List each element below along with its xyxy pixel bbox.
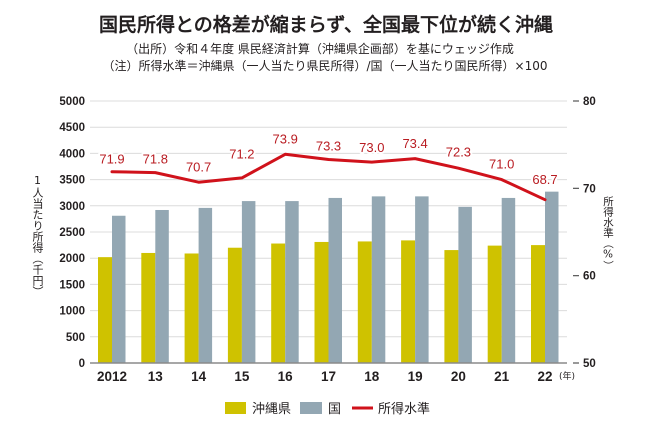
data-label-income-level: 71.8 xyxy=(143,152,168,167)
y-left-tick-label: 3000 xyxy=(59,201,85,213)
x-tick-label: 21 xyxy=(494,369,510,384)
data-label-income-level: 73.9 xyxy=(273,131,298,146)
chart-title: 国民所得との格差が縮まらず、全国最下位が続く沖縄 xyxy=(99,13,553,36)
data-label-income-level: 73.4 xyxy=(402,136,427,151)
y-right-tick-label: 70 xyxy=(583,183,596,195)
y-left-tick-label: 2000 xyxy=(59,253,85,265)
x-tick-label: 17 xyxy=(321,369,336,384)
legend-label-income-level: 所得水準 xyxy=(378,401,430,417)
source-note: （出所）令和４年度 県民経済計算（沖縄県企画部）を基にウェッジ作成 xyxy=(126,41,514,56)
x-tick-label: 14 xyxy=(191,369,207,384)
x-tick-label: 20 xyxy=(451,369,466,384)
bar-national xyxy=(198,207,213,363)
y-left-tick-label: 3500 xyxy=(59,175,85,187)
bar-okinawa xyxy=(227,247,242,363)
y-axis-right-title: 所得水準（%） xyxy=(602,196,614,271)
legend-swatch-national xyxy=(300,402,322,414)
x-tick-label: 22 xyxy=(537,369,552,384)
y-left-tick-label: 5000 xyxy=(59,96,85,108)
y-left-tick-label: 0 xyxy=(79,358,85,370)
x-tick-label: 18 xyxy=(364,369,380,384)
x-unit-label: (年) xyxy=(559,370,575,382)
bar-okinawa xyxy=(531,245,545,363)
bar-national xyxy=(112,215,126,363)
y-left-tick-label: 500 xyxy=(66,332,85,344)
data-label-income-level: 68.7 xyxy=(532,172,557,187)
x-tick-label: 19 xyxy=(408,369,423,384)
data-label-income-level: 71.2 xyxy=(229,146,254,161)
y-axis-left: 0 500 1000 1500 2000 2500 3000 3500 4000 4500 5000 xyxy=(59,96,85,370)
y-left-tick-label: 1000 xyxy=(59,306,85,318)
legend-swatch-okinawa xyxy=(225,402,246,414)
bar-national xyxy=(415,196,429,363)
legend: 沖縄県 国 所得水準 xyxy=(225,401,430,417)
y-right-tick-label: 50 xyxy=(583,358,596,370)
bar-national xyxy=(241,201,256,363)
formula-note: （注）所得水準＝沖縄県（一人当たり県民所得）/国（一人当たり国民所得）×100 xyxy=(102,58,547,73)
y-left-tick-label: 4000 xyxy=(59,148,85,160)
y-left-tick-label: 1500 xyxy=(59,279,85,291)
income-level-series xyxy=(110,152,547,202)
bar-national xyxy=(371,196,386,363)
bar-national xyxy=(328,197,342,363)
bar-national xyxy=(545,191,559,363)
bar-okinawa xyxy=(271,243,286,363)
x-tick-label: 16 xyxy=(278,369,294,384)
bar-okinawa xyxy=(487,245,502,363)
data-label-income-level: 72.3 xyxy=(446,144,471,159)
x-tick-label: 13 xyxy=(148,369,164,384)
legend-item-national: 国 xyxy=(300,402,341,417)
legend-item-okinawa: 沖縄県 xyxy=(225,402,291,417)
data-label-income-level: 73.0 xyxy=(359,140,384,155)
bar-okinawa xyxy=(314,241,329,363)
bar-okinawa xyxy=(444,250,459,363)
x-axis-labels: 2012 13 14 15 16 17 18 19 20 21 22 xyxy=(97,369,553,384)
y-axis-right: 50 60 70 80 xyxy=(573,96,596,370)
y-axis-left-title: 1人当たり所得（千円） xyxy=(31,174,44,297)
bar-okinawa xyxy=(141,252,156,363)
legend-label-okinawa: 沖縄県 xyxy=(252,402,291,417)
line-income-level xyxy=(110,152,547,202)
bar-national xyxy=(458,206,472,363)
x-tick-label: 2012 xyxy=(97,369,127,384)
y-left-tick-label: 2500 xyxy=(59,227,85,239)
bar-okinawa xyxy=(184,253,199,363)
data-label-income-level: 73.3 xyxy=(316,138,341,153)
data-label-income-level: 71.0 xyxy=(489,157,514,172)
bar-national xyxy=(155,209,169,363)
bar-okinawa xyxy=(98,257,112,363)
x-tick-label: 15 xyxy=(234,369,250,384)
legend-item-income-level: 所得水準 xyxy=(352,401,430,417)
y-right-tick-label: 80 xyxy=(583,96,596,108)
bar-okinawa xyxy=(401,240,416,363)
bars xyxy=(98,191,559,363)
bar-okinawa xyxy=(357,241,372,363)
y-left-tick-label: 4500 xyxy=(59,122,85,134)
data-label-income-level: 70.7 xyxy=(186,160,211,175)
data-label-income-level: 71.9 xyxy=(99,152,124,167)
legend-label-national: 国 xyxy=(328,402,341,417)
y-right-tick-label: 60 xyxy=(583,271,596,283)
bar-national xyxy=(285,201,299,363)
data-labels: 71.9 71.8 70.7 71.2 73.9 73.3 73.0 73.4 72.3 71.0… xyxy=(97,129,559,188)
bar-national xyxy=(501,197,516,363)
